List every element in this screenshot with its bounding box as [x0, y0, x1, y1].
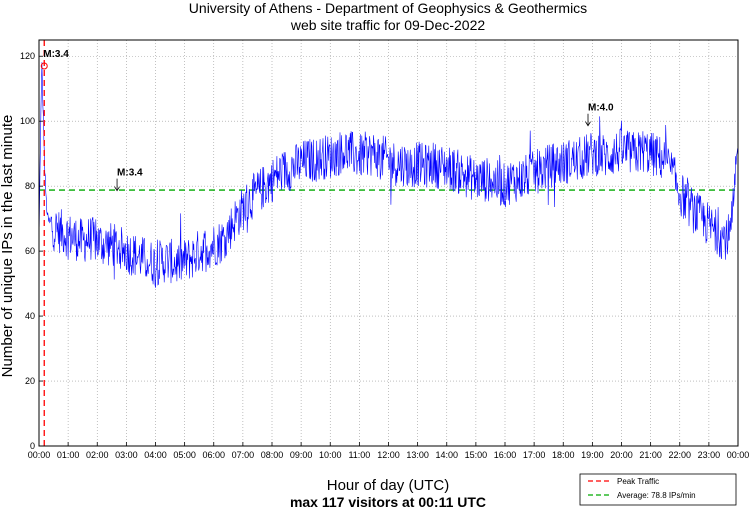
- legend-label-peak: Peak Traffic: [617, 477, 659, 486]
- x-tick-label: 09:00: [290, 450, 313, 460]
- x-axis-sublabel: max 117 visitors at 00:11 UTC: [290, 494, 486, 510]
- x-tick-label: 06:00: [202, 450, 225, 460]
- x-axis-ticks: 00:00 01:00 02:00 03:00 04:00 05:00 06:00 07:00…: [28, 442, 750, 460]
- annotation-arrowhead: [585, 121, 591, 127]
- x-tick-label: 07:00: [232, 450, 255, 460]
- y-tick-label: 0: [30, 441, 35, 451]
- legend-label-average: Average: 78.8 IPs/min: [617, 491, 696, 500]
- y-tick-label: 60: [25, 246, 35, 256]
- y-tick-label: 20: [25, 376, 35, 386]
- annotation-label: M:3.4: [117, 168, 143, 179]
- y-tick-label: 100: [20, 116, 35, 126]
- annotations: M:3.4 M:3.4 M:4.0: [40, 49, 614, 192]
- x-tick-label: 02:00: [86, 450, 109, 460]
- x-tick-label: 15:00: [465, 450, 488, 460]
- x-tick-label: 18:00: [552, 450, 575, 460]
- x-tick-label: 12:00: [377, 450, 400, 460]
- grid: [39, 40, 738, 446]
- y-tick-label: 80: [25, 181, 35, 191]
- x-tick-label: 19:00: [581, 450, 604, 460]
- traffic-line: [38, 62, 739, 288]
- x-tick-label: 11:00: [348, 450, 370, 460]
- annotation-arrowhead: [114, 186, 120, 192]
- chart-title-line-1: University of Athens - Department of Geo…: [189, 0, 587, 16]
- x-tick-label: 04:00: [144, 450, 167, 460]
- x-tick-label: 16:00: [494, 450, 517, 460]
- data-series-layer: [38, 62, 739, 288]
- x-tick-label: 00:00: [28, 450, 51, 460]
- x-tick-label: 03:00: [115, 450, 138, 460]
- y-tick-label: 40: [25, 311, 35, 321]
- x-tick-label: 14:00: [435, 450, 458, 460]
- annotation-label: M:3.4: [43, 49, 69, 60]
- peak-marker: [40, 62, 48, 70]
- annotation-label: M:4.0: [588, 103, 614, 114]
- chart-title-line-2: web site traffic for 09-Dec-2022: [290, 17, 485, 33]
- x-tick-label: 00:00: [727, 450, 750, 460]
- y-axis-ticks: 0 20 40 60 80 100 120: [20, 51, 43, 451]
- x-axis-label: Hour of day (UTC): [327, 477, 450, 494]
- x-tick-label: 23:00: [698, 450, 721, 460]
- x-tick-label: 17:00: [523, 450, 546, 460]
- y-tick-label: 120: [20, 51, 35, 61]
- y-axis-label: Number of unique IPs in the last minute: [0, 115, 16, 378]
- x-tick-label: 05:00: [173, 450, 196, 460]
- x-tick-label: 08:00: [261, 450, 284, 460]
- x-tick-label: 22:00: [668, 450, 691, 460]
- x-tick-label: 21:00: [639, 450, 662, 460]
- x-tick-label: 10:00: [319, 450, 342, 460]
- legend: Peak Traffic Average: 78.8 IPs/min: [579, 473, 737, 506]
- x-tick-label: 20:00: [610, 450, 633, 460]
- legend-box: [579, 473, 737, 506]
- x-tick-label: 13:00: [406, 450, 429, 460]
- x-tick-label: 01:00: [57, 450, 80, 460]
